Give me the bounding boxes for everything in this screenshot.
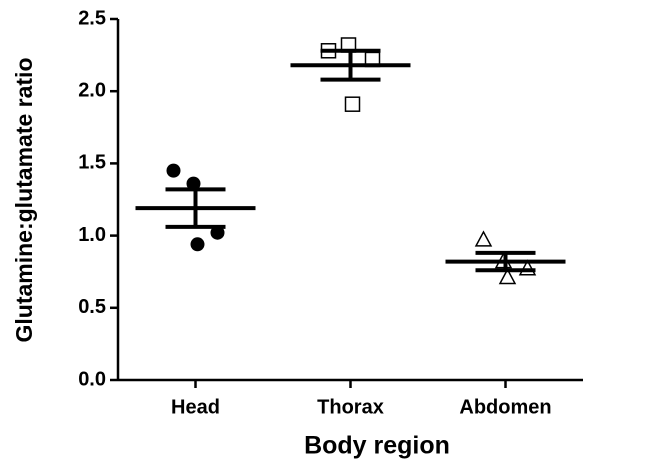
data-point: [344, 96, 361, 112]
data-point: [186, 176, 201, 191]
y-tick-label: 1.5: [78, 152, 106, 174]
x-axis-label: Body region: [304, 432, 450, 460]
y-tick-label: 2.0: [78, 79, 106, 101]
error-bar: [165, 187, 226, 229]
y-tick-label: 0.5: [78, 296, 106, 318]
y-axis-label: Glutamine:glutamate ratio: [11, 58, 37, 343]
y-tick-label: 0.0: [78, 368, 106, 390]
y-tick-label: 1.0: [78, 224, 106, 246]
error-bar: [320, 48, 381, 82]
x-tick-label: Thorax: [317, 396, 384, 418]
data-point: [166, 163, 181, 178]
data-point: [474, 230, 493, 247]
data-point: [210, 225, 225, 240]
x-tick-label: Abdomen: [459, 396, 551, 418]
data-point: [498, 267, 517, 285]
data-point: [190, 237, 205, 252]
error-bar: [475, 250, 536, 273]
y-tick-label: 2.5: [78, 7, 106, 29]
x-tick-label: Head: [171, 396, 220, 418]
